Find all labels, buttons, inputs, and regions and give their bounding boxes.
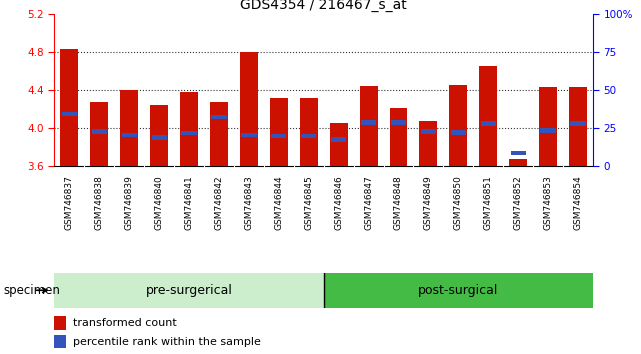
Bar [300,98,318,166]
Bar [419,121,437,166]
Bar [271,133,287,138]
Text: GSM746853: GSM746853 [544,175,553,230]
Bar [324,273,593,308]
Bar [479,65,497,166]
Text: GSM746837: GSM746837 [65,175,74,230]
Text: GSM746850: GSM746850 [454,175,463,230]
Text: percentile rank within the sample: percentile rank within the sample [73,337,261,347]
Bar [60,49,78,166]
Text: GSM746838: GSM746838 [95,175,104,230]
Bar [90,102,108,166]
Bar [62,112,77,116]
Bar [390,108,408,166]
Bar [92,129,107,133]
Bar [570,121,586,126]
Bar [420,129,436,133]
Text: GSM746839: GSM746839 [125,175,134,230]
Bar [540,128,556,133]
Bar [54,273,324,308]
Bar [210,102,228,166]
Bar [360,86,378,166]
Text: GSM746849: GSM746849 [424,175,433,230]
Bar [54,335,66,348]
Bar [122,133,137,137]
Bar [329,122,347,166]
Bar [510,151,526,155]
Text: post-surgical: post-surgical [418,284,499,297]
Bar [361,120,376,125]
Bar [240,52,258,166]
Bar [180,92,198,166]
Bar [181,131,197,136]
Bar [509,159,527,166]
Text: GSM746840: GSM746840 [154,175,163,230]
Text: GSM746842: GSM746842 [215,175,224,229]
Title: GDS4354 / 216467_s_at: GDS4354 / 216467_s_at [240,0,407,12]
Bar [391,120,406,125]
Text: GSM746852: GSM746852 [513,175,522,230]
Text: specimen: specimen [3,284,60,297]
Bar [241,133,256,137]
Bar [451,130,466,135]
Text: GSM746854: GSM746854 [574,175,583,230]
Text: GSM746847: GSM746847 [364,175,373,230]
Bar [569,87,587,166]
Text: transformed count: transformed count [73,318,177,328]
Text: GSM746843: GSM746843 [244,175,253,230]
Bar [212,115,227,119]
Bar [121,90,138,166]
Bar [449,85,467,166]
Text: GSM746844: GSM746844 [274,175,283,229]
Text: pre-surgerical: pre-surgerical [146,284,233,297]
Bar [301,133,317,138]
Text: GSM746845: GSM746845 [304,175,313,230]
Text: GSM746851: GSM746851 [484,175,493,230]
Text: GSM746848: GSM746848 [394,175,403,230]
Bar [151,136,167,140]
Bar [331,137,346,142]
Text: GSM746846: GSM746846 [334,175,343,230]
Bar [270,98,288,166]
Bar [481,121,496,126]
Bar [539,87,557,166]
Bar [150,104,168,166]
Bar [54,316,66,330]
Text: GSM746841: GSM746841 [185,175,194,230]
